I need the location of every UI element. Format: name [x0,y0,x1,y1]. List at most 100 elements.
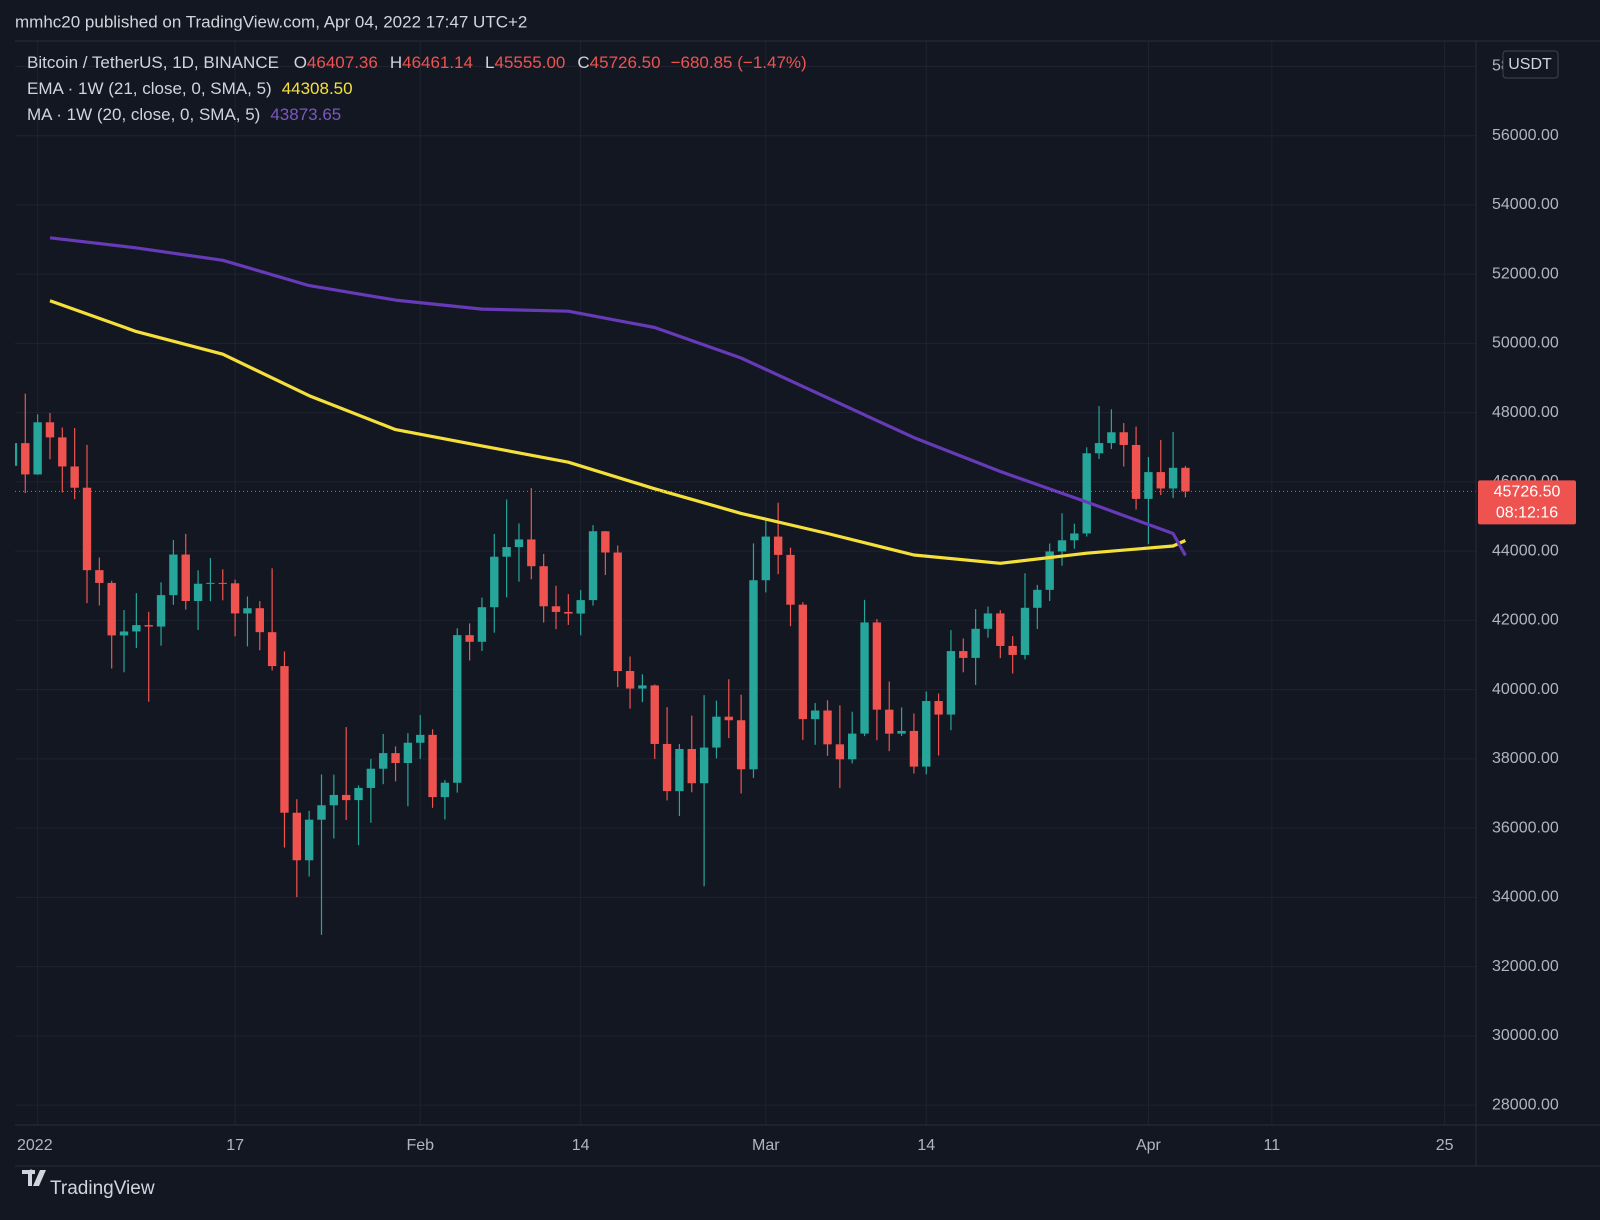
ohlc-value: 46461.14 [402,53,473,72]
x-tick-label: 14 [917,1137,935,1154]
candle-body [391,753,400,763]
x-tick-label: 17 [226,1137,244,1154]
candle-body [971,628,980,658]
candle-body [1070,533,1079,541]
candle-body [1144,472,1153,499]
x-tick-label: Apr [1136,1137,1162,1154]
candle-body [95,570,104,583]
candle-body [33,422,42,475]
ohlc-value: 45726.50 [590,53,661,72]
candle-body [1131,444,1141,499]
candle-body [1008,645,1017,655]
candle-body [761,536,771,581]
legend: Bitcoin / TetherUS, 1D, BINANCE O46407.3… [27,53,807,124]
candle-body [70,466,79,488]
candle-body [156,595,166,627]
candle-body [909,730,919,767]
candle-body [119,631,129,636]
candle-body [601,531,610,553]
candle-body [502,547,511,557]
candle-body [354,787,363,801]
indicator-value: 44308.50 [282,79,353,98]
candle-body [934,701,943,715]
candle-body [576,600,585,614]
candle-body [724,716,733,721]
ohlc-value: 46407.36 [307,53,378,72]
currency-box: USDT [1502,50,1559,79]
candle-body [885,709,894,734]
candle-body [872,622,882,710]
x-tick-label: Mar [752,1137,780,1154]
candle-body [835,744,845,760]
candle-body [527,539,536,567]
y-tick-label: 40000.00 [1492,681,1559,698]
candle-body [58,437,67,467]
y-tick-label: 48000.00 [1492,404,1559,421]
candle-body [317,805,326,820]
ohlc-key: L [485,53,494,72]
candle-body [477,607,487,642]
change: −680.85 (−1.47%) [671,53,807,72]
y-tick-label: 34000.00 [1492,889,1559,906]
candle-body [366,768,376,788]
y-tick-label: 54000.00 [1492,196,1559,213]
candle-body [1033,589,1042,608]
ma-legend: MA · 1W (20, close, 0, SMA, 5) 43873.65 [27,105,341,124]
candle-body [292,812,302,861]
candle-body [243,608,252,614]
candle-body [453,635,462,783]
indicator-line [49,236,1187,557]
candle-body [551,606,561,612]
candle-body [1057,540,1067,552]
candle-body [206,582,215,584]
candle-body [897,730,906,734]
y-tick-label: 50000.00 [1492,335,1559,352]
ohlc-key: O [294,53,307,72]
candle-body [959,651,968,658]
candle-body [341,794,351,801]
x-tick-label: 11 [1264,1137,1281,1154]
candle-body [193,583,203,602]
candle-body [798,604,808,720]
candle-body [1107,432,1116,444]
indicator-name: MA · 1W (20, close, 0, SMA, 5) [27,105,260,124]
brand-logo [15,1170,46,1186]
publish-line: mmhc20 published on TradingView.com, Apr… [15,12,527,31]
plot-area [15,236,1476,935]
candle-body [267,632,277,667]
candle-body [996,613,1005,646]
indicator-value: 43873.65 [270,105,341,124]
ohlc-value: 45555.00 [494,53,565,72]
candle-body [416,734,425,743]
candle-body [1119,432,1128,445]
candle-body [946,651,956,715]
candle-body [588,531,598,601]
candle-body [1156,472,1165,489]
candle-body [699,747,709,784]
candle-body [329,794,339,806]
candle-body [1168,467,1178,489]
ohlc-key: H [390,53,402,72]
candle-body [490,556,499,608]
candle-body [564,611,573,614]
candle-body [625,671,635,689]
candle-body [662,743,672,792]
x-tick-label: 25 [1436,1137,1454,1154]
ema-legend: EMA · 1W (21, close, 0, SMA, 5) 44308.50 [27,79,353,98]
x-tick-label: Feb [406,1137,434,1154]
candle-body [1020,607,1030,655]
candle-body [514,539,524,548]
candle-body [144,625,153,627]
symbol: Bitcoin / TetherUS, 1D, BINANCE [27,53,279,72]
last-price-badge [1478,480,1576,525]
candle-body [638,685,647,689]
candle-body [45,422,55,438]
candle-body [1082,453,1091,534]
candle-body [465,635,474,642]
last-price-label: 45726.50 [1494,484,1561,501]
y-tick-label: 30000.00 [1492,1027,1559,1044]
candle-body [810,710,820,720]
y-tick-label: 42000.00 [1492,612,1559,629]
currency: USDT [1508,56,1552,73]
